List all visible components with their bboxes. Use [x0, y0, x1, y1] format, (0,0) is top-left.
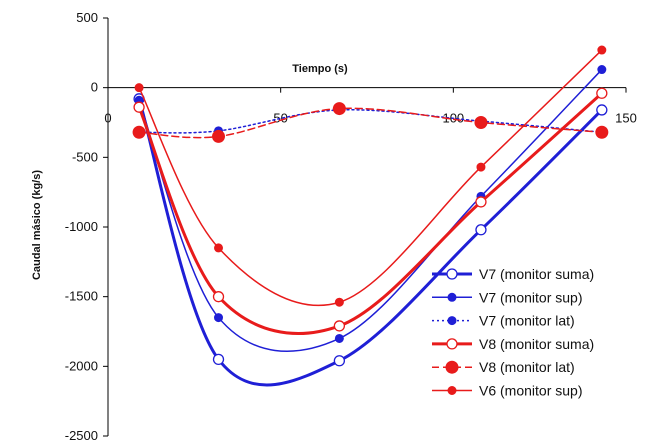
y-tick-label: -2000	[65, 358, 98, 373]
data-point	[212, 129, 226, 143]
y-tick-label: -2500	[65, 428, 98, 443]
data-point	[132, 125, 146, 139]
x-axis-title: Tiempo (s)	[292, 63, 348, 75]
data-point	[596, 104, 608, 116]
legend-swatch-marker	[446, 268, 458, 280]
data-point	[212, 353, 225, 366]
legend-swatch-marker	[447, 386, 457, 395]
legend-item: V7 (monitor lat)	[432, 313, 575, 329]
data-point	[334, 297, 344, 307]
data-point	[474, 116, 488, 129]
data-point	[597, 45, 607, 55]
series-4	[133, 87, 608, 335]
data-point	[595, 125, 609, 139]
series-3	[134, 105, 607, 137]
data-point	[333, 320, 346, 332]
data-point	[596, 87, 608, 99]
y-tick-label: -1500	[65, 289, 98, 304]
data-point	[134, 83, 144, 93]
data-point	[332, 102, 346, 116]
data-point	[333, 355, 346, 367]
y-tick-label: 500	[76, 10, 98, 25]
data-point	[212, 291, 225, 303]
x-tick-label: 0	[104, 111, 111, 126]
legend-swatch-marker	[445, 360, 459, 374]
series-2	[134, 65, 607, 353]
y-tick-label: -1000	[65, 219, 98, 234]
series-6	[134, 45, 607, 307]
data-point	[214, 243, 224, 253]
legend-item: V7 (monitor sup)	[432, 289, 582, 305]
legend-label: V6 (monitor sup)	[479, 383, 582, 399]
data-point	[334, 333, 344, 343]
legend-label: V7 (monitor sup)	[479, 289, 582, 305]
legend-swatch-marker	[447, 316, 457, 326]
x-tick-label: 150	[615, 111, 637, 126]
legend-item: V8 (monitor lat)	[432, 359, 575, 375]
data-point	[133, 101, 145, 113]
legend-label: V8 (monitor lat)	[479, 359, 575, 375]
data-point	[214, 313, 224, 323]
data-point	[476, 162, 486, 172]
legend-swatch-marker	[447, 292, 457, 302]
legend-item: V8 (monitor suma)	[432, 336, 594, 352]
y-tick-label: 0	[91, 80, 98, 95]
y-tick-label: -500	[72, 149, 98, 164]
data-point	[475, 196, 487, 208]
legend-label: V7 (monitor suma)	[479, 266, 594, 282]
legend: V7 (monitor suma) V7 (monitor sup) V7 (mon…	[432, 266, 594, 399]
data-point	[597, 65, 607, 75]
series-line	[138, 107, 603, 139]
legend-item: V6 (monitor sup)	[432, 383, 582, 399]
legend-label: V7 (monitor lat)	[479, 313, 575, 329]
series-line	[138, 109, 603, 134]
legend-swatch-marker	[446, 338, 458, 350]
series-layer	[132, 45, 609, 387]
series-5	[132, 102, 609, 143]
data-point	[475, 224, 487, 236]
legend-label: V8 (monitor suma)	[479, 336, 594, 352]
legend-item: V7 (monitor suma)	[432, 266, 594, 282]
y-axis-title: Caudal másico (kg/s)	[31, 170, 43, 280]
x-tick-label: 50	[273, 111, 287, 126]
